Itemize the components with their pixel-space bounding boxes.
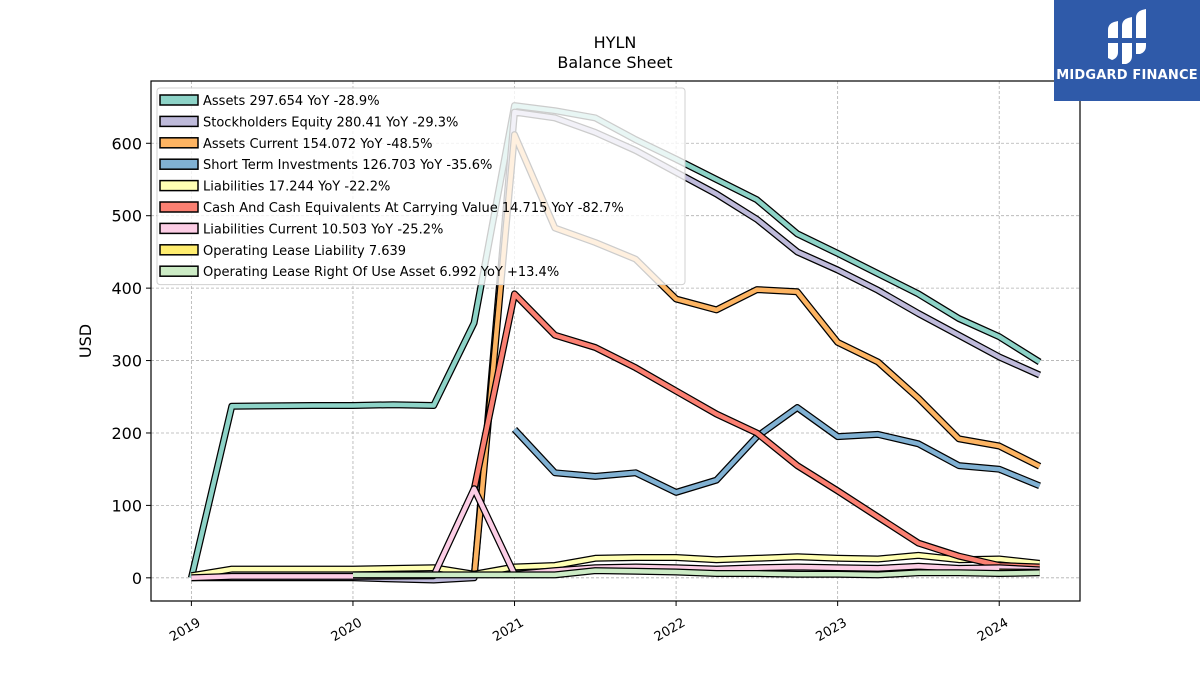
y-tick-label: 0 [132,569,142,588]
x-tick-label: 2024 [975,615,1011,645]
legend-label: Assets Current 154.072 YoY -48.5% [203,137,433,152]
legend-swatch [159,115,199,128]
x-tick-label: 2021 [490,615,526,645]
x-tick-label: 2022 [652,615,688,645]
x-tick-label: 2019 [167,615,203,645]
y-axis-label: USD [76,324,95,358]
y-tick-label: 200 [111,424,142,443]
legend-label: Liabilities 17.244 YoY -22.2% [203,180,390,195]
legend-swatch [159,222,199,235]
legend-entry: Liabilities Current 10.503 YoY -25.2% [159,222,443,237]
y-tick-label: 300 [111,352,142,371]
y-tick-label: 500 [111,207,142,226]
legend-label: Short Term Investments 126.703 YoY -35.6… [203,158,492,173]
legend-entry: Operating Lease Right Of Use Asset 6.992… [159,265,559,280]
series-line-6 [191,485,1040,582]
legend: Assets 297.654 YoY -28.9% Stockholders Eq… [156,87,686,286]
legend-label: Cash And Cash Equivalents At Carrying Va… [203,201,624,216]
y-tick-label: 600 [111,134,142,153]
legend-swatch [159,137,199,149]
legend-label: Assets 297.654 YoY -28.9% [203,94,380,109]
legend-swatch [159,158,199,170]
midgard-logo-icon [1106,9,1148,64]
legend-label: Stockholders Equity 280.41 YoY -29.3% [203,115,458,130]
legend-swatch [159,265,199,277]
legend-entry: Short Term Investments 126.703 YoY -35.6… [159,158,492,173]
chart-title: HYLN [594,33,637,52]
x-tick-label: 2020 [329,615,365,645]
legend-entry: Stockholders Equity 280.41 YoY -29.3% [159,115,458,130]
chart-subtitle: Balance Sheet [557,53,672,72]
legend-entry: Cash And Cash Equivalents At Carrying Va… [159,201,624,216]
legend-label: Operating Lease Right Of Use Asset 6.992… [203,265,559,280]
legend-swatch [159,244,199,256]
plot-frame [150,80,1081,602]
legend-label: Operating Lease Liability 7.639 [203,244,406,259]
y-tick-label: 100 [111,496,142,515]
series-line-5 [470,290,1040,571]
legend-entry: Operating Lease Liability 7.639 [159,244,406,259]
series-stroke [353,568,1040,578]
series-stroke [512,405,1041,495]
legend-entry: Assets 297.654 YoY -28.9% [159,94,380,109]
series-line-8 [353,567,1040,579]
y-tick-label: 400 [111,279,142,298]
legend-box [156,87,686,286]
legend-label: Liabilities Current 10.503 YoY -25.2% [203,222,443,237]
brand-name: MIDGARD FINANCE [1056,68,1198,83]
legend-entry: Liabilities 17.244 YoY -22.2% [159,179,390,195]
legend-entry: Assets Current 154.072 YoY -48.5% [159,137,433,152]
legend-swatch [159,94,199,106]
legend-swatch [159,201,199,213]
x-tick-label: 2023 [813,615,849,645]
series-line-3 [511,404,1041,496]
series-stroke [471,291,1040,570]
legend-swatch [159,179,199,192]
brand-logo: MIDGARD FINANCE [1054,0,1200,101]
